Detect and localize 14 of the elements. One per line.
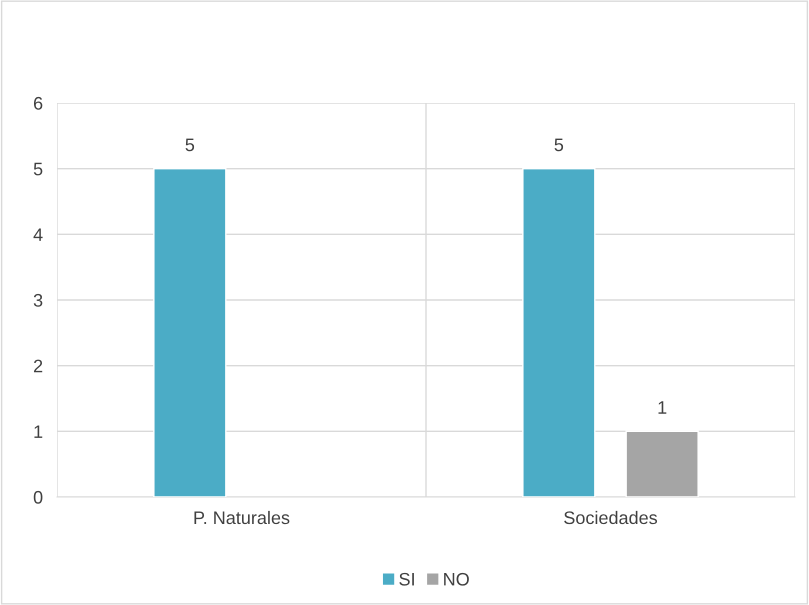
x-tick-label: Sociedades (564, 510, 658, 524)
y-tick-label: 3 (34, 294, 42, 307)
data-label: 5 (186, 138, 194, 152)
legend-label: NO (444, 572, 469, 586)
y-tick-label: 5 (34, 162, 42, 176)
data-label: 5 (554, 138, 564, 152)
y-tick-label: 1 (34, 425, 42, 438)
y-tick-label: 6 (34, 96, 42, 110)
x-tick-label: P. Naturales (194, 510, 290, 524)
y-tick-label: 0 (34, 490, 42, 504)
data-label: 1 (658, 401, 666, 414)
y-tick-label: 2 (34, 360, 42, 372)
legend-label: SI (399, 572, 414, 586)
y-tick-label: 4 (33, 228, 43, 241)
